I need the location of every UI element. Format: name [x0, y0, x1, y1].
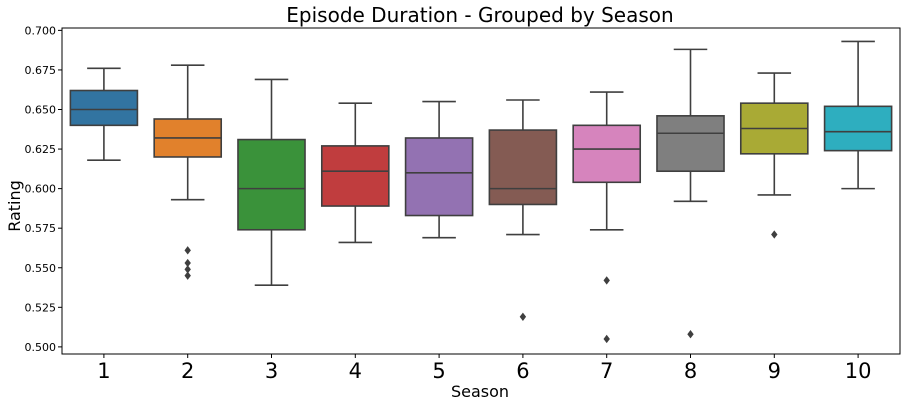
- x-tick-label: 9: [768, 359, 781, 383]
- y-tick-label: 0.575: [25, 222, 57, 235]
- y-tick-label: 0.600: [25, 183, 57, 196]
- box-season-5: [404, 137, 474, 217]
- box-season-6: [488, 129, 558, 206]
- outlier-point: [603, 334, 610, 344]
- outlier-point: [184, 265, 191, 274]
- outlier-point: [687, 330, 694, 339]
- x-tick-label: 5: [432, 359, 445, 383]
- y-tick-label: 0.500: [25, 341, 57, 354]
- y-tick-label: 0.550: [25, 262, 57, 275]
- x-tick-label: 10: [845, 359, 872, 383]
- box-season-8: [656, 115, 725, 173]
- x-tick-label: 1: [97, 359, 110, 383]
- outlier-point: [184, 271, 191, 280]
- outlier-point: [519, 312, 527, 321]
- box-season-10: [823, 105, 893, 152]
- box-season-1: [69, 89, 139, 127]
- y-axis-label: Rating: [5, 180, 24, 232]
- plot-area: 0.500 0.525 0.550 0.575 0.600 0.625 0.650 0.675…: [25, 24, 901, 383]
- x-tick-label: 8: [684, 359, 697, 383]
- x-tick-label: 7: [600, 359, 613, 383]
- x-tick-label: 6: [516, 359, 529, 383]
- outlier-point: [184, 258, 191, 268]
- outlier-point: [771, 230, 778, 239]
- box-season-4: [320, 145, 390, 207]
- plot-frame: [61, 27, 901, 355]
- x-tick-label: 2: [181, 359, 194, 383]
- y-tick-label: 0.650: [25, 104, 57, 117]
- x-tick-label: 4: [349, 359, 362, 383]
- y-tick-label: 0.525: [25, 301, 57, 314]
- box-season-3: [237, 138, 306, 231]
- x-axis-label: Season: [451, 382, 509, 401]
- box-season-7: [572, 124, 642, 184]
- y-tick-label: 0.625: [25, 143, 57, 156]
- chart-title: Episode Duration - Grouped by Season: [286, 3, 673, 27]
- outlier-point: [184, 246, 191, 255]
- y-tick-label: 0.675: [25, 64, 57, 77]
- y-tick-label: 0.700: [25, 24, 57, 37]
- x-tick-label: 3: [265, 359, 278, 383]
- outlier-point: [603, 276, 610, 285]
